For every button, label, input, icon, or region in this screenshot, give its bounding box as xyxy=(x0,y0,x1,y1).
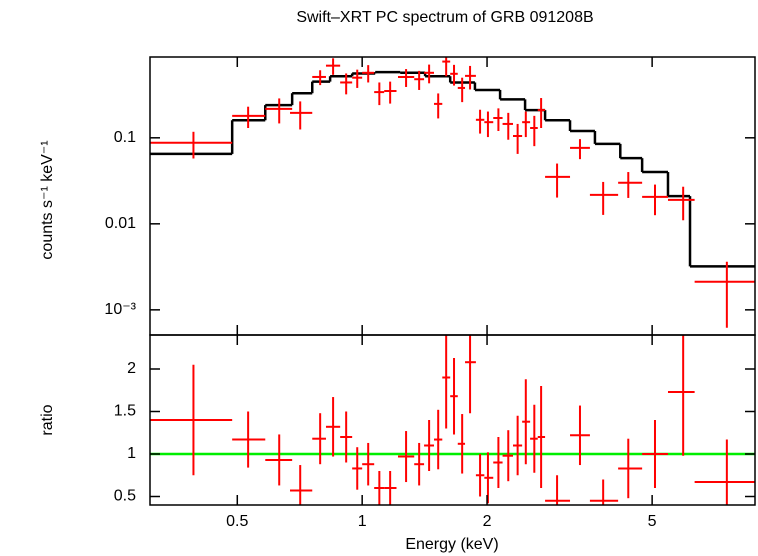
chart-title: Swift–XRT PC spectrum of GRB 091208B xyxy=(296,9,593,26)
y-tick-label: 0.01 xyxy=(105,215,136,232)
y-tick-label: 1 xyxy=(127,445,136,462)
x-tick-label: 0.5 xyxy=(226,513,248,530)
y-axis-label: counts s⁻¹ keV⁻¹ xyxy=(39,140,56,259)
y-tick-label: 0.5 xyxy=(114,488,136,505)
top-plot xyxy=(150,57,755,328)
x-tick-label: 1 xyxy=(358,513,367,530)
x-tick-label: 5 xyxy=(648,513,657,530)
y-tick-label: 10⁻³ xyxy=(104,301,136,318)
ratio-plot xyxy=(150,335,755,505)
bottom-frame xyxy=(149,334,756,506)
x-axis-label: Energy (keV) xyxy=(405,536,498,553)
y-axis-label: ratio xyxy=(39,404,56,435)
y-tick-label: 1.5 xyxy=(114,403,136,420)
axes: 0.5 1 2 5 0.1 0.01 10⁻³ 0.5 1 1.5 2 xyxy=(104,57,755,530)
y-tick-label: 0.1 xyxy=(114,129,136,146)
y-tick-label: 2 xyxy=(127,360,136,377)
x-tick-label: 2 xyxy=(483,513,492,530)
